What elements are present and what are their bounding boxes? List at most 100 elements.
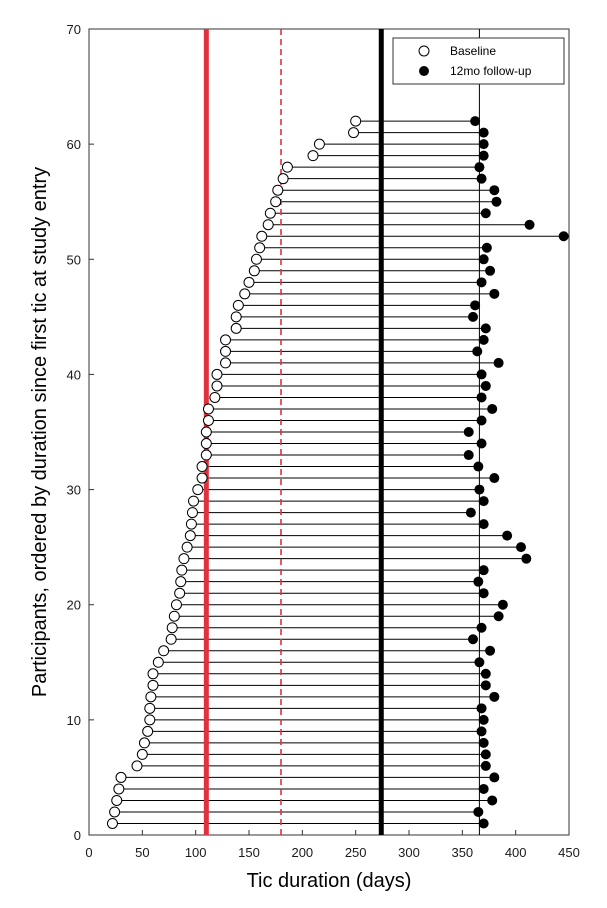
followup-point: [476, 703, 487, 714]
followup-point: [468, 311, 478, 322]
followup-point: [478, 334, 489, 345]
legend-baseline-label: Baseline: [450, 44, 496, 58]
baseline-point: [220, 345, 232, 357]
baseline-point: [178, 553, 190, 565]
baseline-point: [176, 564, 188, 576]
baseline-point: [202, 403, 214, 415]
followup-point: [480, 760, 491, 771]
followup-point: [473, 576, 484, 587]
baseline-point: [248, 265, 260, 277]
baseline-point: [196, 461, 208, 473]
x-tick-label: 200: [291, 845, 313, 860]
followup-point: [489, 691, 500, 702]
x-axis-title: Tic duration (days): [247, 870, 412, 892]
followup-point: [489, 772, 500, 783]
baseline-point: [170, 599, 182, 611]
y-tick-label: 40: [67, 367, 81, 382]
followup-point: [470, 116, 481, 127]
baseline-point: [254, 242, 266, 254]
baseline-point: [250, 253, 262, 265]
baseline-point: [200, 449, 212, 461]
followup-point: [478, 254, 489, 265]
baseline-point: [106, 817, 118, 829]
followup-point: [472, 346, 483, 357]
y-axis: 0 10 20 30 40 50 60 70: [67, 22, 94, 843]
followup-point: [478, 737, 489, 748]
baseline-point: [270, 196, 282, 208]
followup-point: [485, 265, 496, 276]
baseline-point: [348, 127, 360, 139]
followup-point: [476, 392, 487, 403]
x-tick-label: 400: [505, 845, 527, 860]
followup-point: [476, 369, 487, 380]
y-tick-label: 50: [67, 252, 81, 267]
x-axis: 0 50 100 150 200 250 300 350 400 450: [85, 830, 580, 860]
baseline-point: [147, 679, 159, 691]
y-tick-label: 20: [67, 598, 81, 613]
baseline-point: [243, 276, 255, 288]
followup-point: [478, 783, 489, 794]
followup-point: [480, 680, 491, 691]
followup-point: [474, 657, 485, 668]
y-tick-label: 70: [67, 22, 81, 37]
baseline-point: [230, 311, 242, 323]
baseline-point: [109, 806, 121, 818]
baseline-point: [168, 610, 180, 622]
followup-point: [493, 357, 504, 368]
baseline-point: [115, 771, 127, 783]
connector-lines: [112, 120, 564, 824]
baseline-point: [158, 645, 170, 657]
baseline-point: [144, 702, 156, 714]
followup-point: [478, 150, 489, 161]
baseline-point: [185, 518, 197, 530]
x-tick-label: 450: [558, 845, 580, 860]
baseline-point: [209, 391, 221, 403]
followup-point: [476, 277, 487, 288]
baseline-point: [281, 161, 293, 173]
followup-point: [489, 288, 500, 299]
baseline-point: [230, 322, 242, 334]
data-points: [106, 115, 569, 829]
followup-point: [491, 196, 502, 207]
baseline-point: [211, 368, 223, 380]
followup-point: [524, 219, 535, 230]
x-tick-label: 100: [185, 845, 207, 860]
followup-point: [480, 323, 491, 334]
baseline-point: [220, 334, 232, 346]
followup-point: [478, 565, 489, 576]
followup-point: [470, 300, 481, 311]
baseline-point: [142, 725, 154, 737]
followup-point: [476, 726, 487, 737]
x-tick-label: 50: [135, 845, 149, 860]
baseline-point: [239, 288, 251, 300]
baseline-point: [152, 656, 164, 668]
baseline-point: [136, 748, 148, 760]
legend-box: [392, 37, 565, 85]
x-tick-label: 150: [238, 845, 260, 860]
followup-point: [502, 530, 513, 541]
baseline-point: [111, 794, 123, 806]
followup-point: [463, 450, 474, 461]
followup-point: [468, 634, 478, 645]
followup-point: [481, 242, 492, 253]
baseline-point: [350, 115, 362, 127]
baseline-point: [145, 691, 157, 703]
followup-point: [476, 173, 487, 184]
baseline-point: [272, 184, 284, 196]
followup-point: [493, 611, 504, 622]
baseline-point: [196, 472, 208, 484]
baseline-point: [262, 219, 274, 231]
followup-point: [478, 588, 489, 599]
x-tick-label: 300: [398, 845, 420, 860]
baseline-point: [166, 622, 178, 634]
followup-point: [516, 542, 526, 553]
baseline-point: [232, 299, 244, 311]
baseline-point: [211, 380, 223, 392]
followup-point: [497, 599, 508, 610]
followup-point: [473, 806, 484, 817]
followup-point: [558, 231, 569, 242]
baseline-point: [256, 230, 268, 242]
baseline-point: [220, 357, 232, 369]
followup-point: [478, 818, 489, 829]
followup-point: [476, 438, 487, 449]
